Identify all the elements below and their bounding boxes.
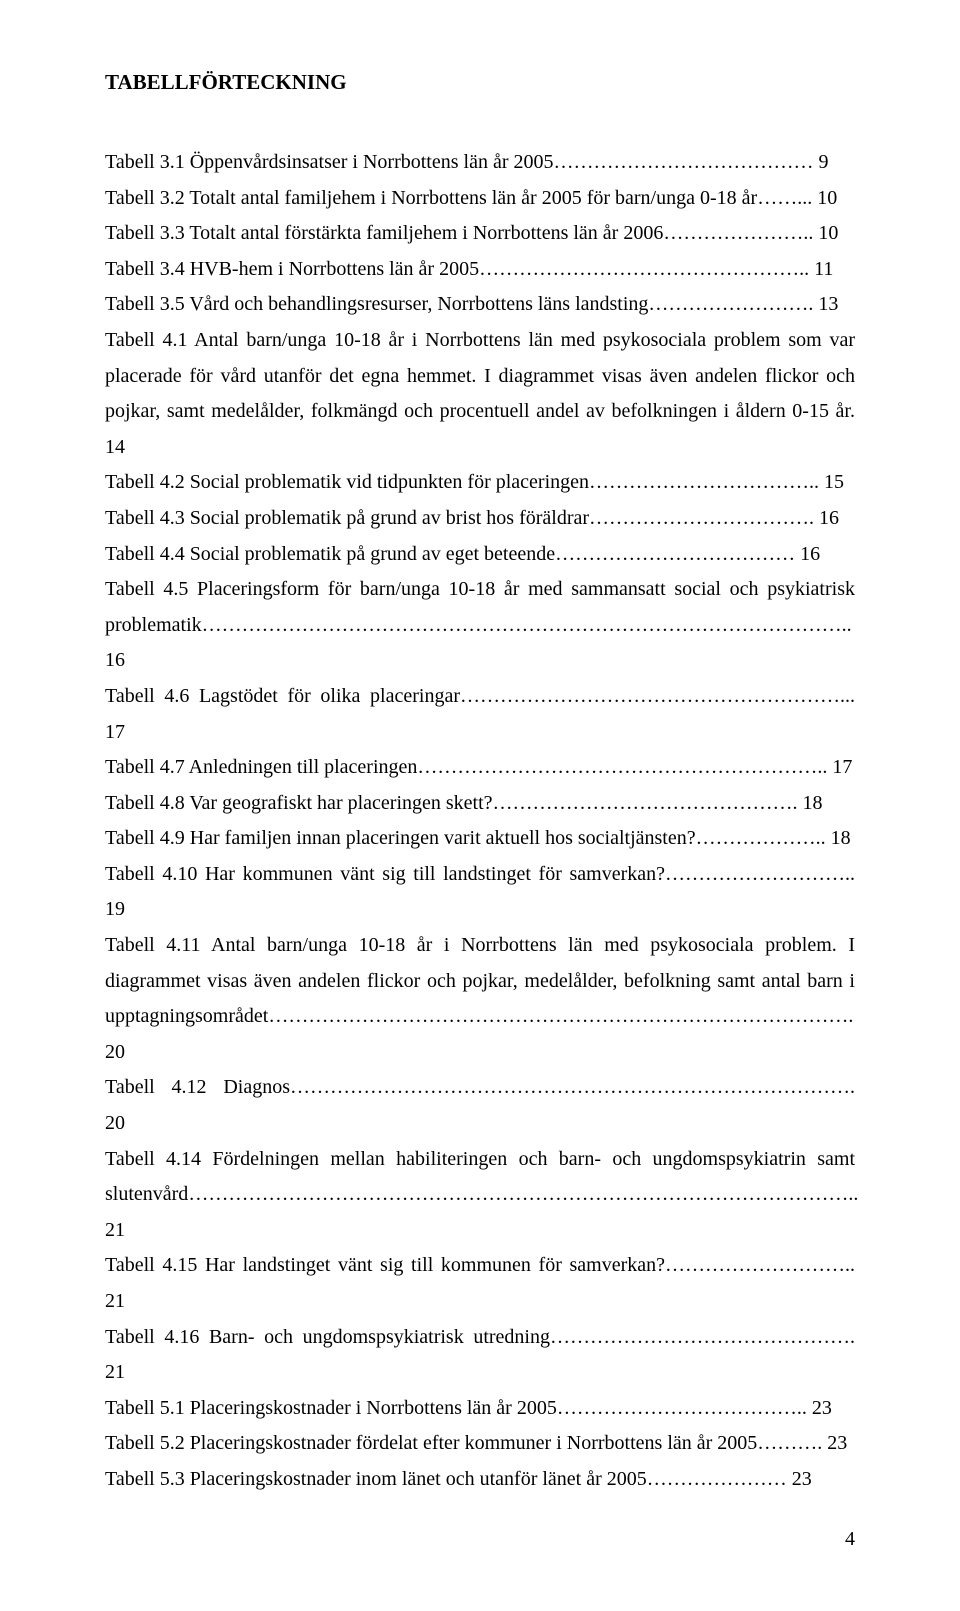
toc-entry-leader: ………………………………………. bbox=[550, 1326, 855, 1348]
toc-entry: Tabell 4.12 Diagnos………………………………………………………… bbox=[105, 1070, 855, 1141]
toc-entry: Tabell 4.11 Antal barn/unga 10-18 år i N… bbox=[105, 928, 855, 1070]
toc-entry-leader: ……………………………………………………………………………………….. bbox=[188, 1183, 858, 1205]
toc-entry-label: Tabell 5.1 Placeringskostnader i Norrbot… bbox=[105, 1397, 557, 1419]
toc-entry-label: Tabell 4.9 Har familjen innan placeringe… bbox=[105, 827, 696, 849]
toc-entry-leader: ……………………….. bbox=[665, 1254, 855, 1276]
toc-entry-leader: ……………….. bbox=[696, 827, 826, 849]
toc-entry: Tabell 5.1 Placeringskostnader i Norrbot… bbox=[105, 1391, 855, 1427]
document-page: TABELLFÖRTECKNING Tabell 3.1 Öppenvårdsi… bbox=[0, 0, 960, 1611]
toc-entry-leader: …………………………………………………………………………………….. bbox=[202, 614, 852, 636]
toc-entry-page: 15 bbox=[824, 471, 844, 493]
toc-entry-label: Tabell 5.2 Placeringskostnader fördelat … bbox=[105, 1432, 757, 1454]
toc-entry: Tabell 4.7 Anledningen till placeringen…… bbox=[105, 750, 855, 786]
toc-entries: Tabell 3.1 Öppenvårdsinsatser i Norrbott… bbox=[105, 145, 855, 1498]
page-number: 4 bbox=[105, 1528, 855, 1551]
toc-entry-page: 23 bbox=[812, 1397, 832, 1419]
toc-entry-page: 10 bbox=[817, 187, 837, 209]
toc-entry-page: 18 bbox=[831, 827, 851, 849]
toc-entry-label: Tabell 3.3 Totalt antal förstärkta famil… bbox=[105, 222, 663, 244]
toc-entry: Tabell 3.1 Öppenvårdsinsatser i Norrbott… bbox=[105, 145, 855, 181]
toc-entry-label: Tabell 4.12 Diagnos bbox=[105, 1076, 290, 1098]
toc-entry-label: Tabell 3.2 Totalt antal familjehem i Nor… bbox=[105, 187, 757, 209]
toc-entry-leader: ……………………………………………………………………………. bbox=[268, 1005, 853, 1027]
toc-entry: Tabell 4.8 Var geografiskt har placering… bbox=[105, 786, 855, 822]
toc-entry-page: 21 bbox=[105, 1290, 125, 1312]
toc-title: TABELLFÖRTECKNING bbox=[105, 70, 855, 95]
toc-entry-leader: ………………………………… bbox=[554, 151, 814, 173]
toc-entry-label: Tabell 4.2 Social problematik vid tidpun… bbox=[105, 471, 589, 493]
toc-entry: Tabell 3.5 Vård och behandlingsresurser,… bbox=[105, 287, 855, 323]
toc-entry-page: 14 bbox=[105, 436, 125, 458]
toc-entry-page: 23 bbox=[792, 1468, 812, 1490]
toc-entry-leader: …………………………………………………………………………. bbox=[290, 1076, 855, 1098]
toc-entry-page: 18 bbox=[803, 792, 823, 814]
toc-entry-page: 10 bbox=[818, 222, 838, 244]
toc-entry-leader: ………………………………………….. bbox=[479, 258, 809, 280]
toc-entry-label: Tabell 3.1 Öppenvårdsinsatser i Norrbott… bbox=[105, 151, 554, 173]
toc-entry-page: 17 bbox=[105, 721, 125, 743]
toc-entry-leader: ……………………….. bbox=[665, 863, 855, 885]
toc-entry: Tabell 4.1 Antal barn/unga 10-18 år i No… bbox=[105, 323, 855, 465]
toc-entry-page: 16 bbox=[105, 649, 125, 671]
toc-entry-page: 20 bbox=[105, 1041, 125, 1063]
toc-entry-label: Tabell 4.6 Lagstödet för olika placering… bbox=[105, 685, 460, 707]
toc-entry-label: Tabell 4.10 Har kommunen vänt sig till l… bbox=[105, 863, 665, 885]
toc-entry-leader: ………………….. bbox=[663, 222, 813, 244]
toc-entry-page: 20 bbox=[105, 1112, 125, 1134]
toc-entry: Tabell 3.4 HVB-hem i Norrbottens län år … bbox=[105, 252, 855, 288]
toc-entry-page: 23 bbox=[827, 1432, 847, 1454]
toc-entry: Tabell 5.3 Placeringskostnader inom läne… bbox=[105, 1462, 855, 1498]
toc-entry-page: 17 bbox=[832, 756, 852, 778]
toc-entry: Tabell 4.4 Social problematik på grund a… bbox=[105, 537, 855, 573]
toc-entry-label: Tabell 4.4 Social problematik på grund a… bbox=[105, 543, 555, 565]
toc-entry: Tabell 4.9 Har familjen innan placeringe… bbox=[105, 821, 855, 857]
toc-entry-page: 16 bbox=[800, 543, 820, 565]
toc-entry-label: Tabell 3.4 HVB-hem i Norrbottens län år … bbox=[105, 258, 479, 280]
toc-entry-page: 9 bbox=[819, 151, 829, 173]
toc-entry-leader: …………………………………………………….. bbox=[417, 756, 827, 778]
toc-entry: Tabell 4.16 Barn- och ungdomspsykiatrisk… bbox=[105, 1320, 855, 1391]
toc-entry: Tabell 4.5 Placeringsform för barn/unga … bbox=[105, 572, 855, 679]
toc-entry-label: Tabell 3.5 Vård och behandlingsresurser,… bbox=[105, 293, 648, 315]
toc-entry-label: Tabell 4.7 Anledningen till placeringen bbox=[105, 756, 417, 778]
toc-entry-page: 19 bbox=[105, 898, 125, 920]
toc-entry-leader: ……………………. bbox=[648, 293, 813, 315]
toc-entry: Tabell 5.2 Placeringskostnader fördelat … bbox=[105, 1426, 855, 1462]
toc-entry-page: 16 bbox=[819, 507, 839, 529]
toc-entry-leader: …………………………………………………... bbox=[460, 685, 855, 707]
toc-entry-leader: ……………………………….. bbox=[557, 1397, 807, 1419]
toc-entry: Tabell 4.2 Social problematik vid tidpun… bbox=[105, 465, 855, 501]
toc-entry-page: 11 bbox=[814, 258, 833, 280]
toc-entry: Tabell 4.15 Har landstinget vänt sig til… bbox=[105, 1248, 855, 1319]
toc-entry-label: Tabell 4.3 Social problematik på grund a… bbox=[105, 507, 589, 529]
toc-entry: Tabell 4.3 Social problematik på grund a… bbox=[105, 501, 855, 537]
toc-entry-label: Tabell 4.1 Antal barn/unga 10-18 år i No… bbox=[105, 329, 855, 422]
toc-entry-label: Tabell 4.16 Barn- och ungdomspsykiatrisk… bbox=[105, 1326, 550, 1348]
toc-entry-label: Tabell 4.15 Har landstinget vänt sig til… bbox=[105, 1254, 665, 1276]
toc-entry: Tabell 4.10 Har kommunen vänt sig till l… bbox=[105, 857, 855, 928]
toc-entry: Tabell 3.3 Totalt antal förstärkta famil… bbox=[105, 216, 855, 252]
toc-entry-leader: ……………………………. bbox=[589, 507, 814, 529]
toc-entry-page: 21 bbox=[105, 1361, 125, 1383]
toc-entry-leader: ………………… bbox=[647, 1468, 787, 1490]
toc-entry: Tabell 3.2 Totalt antal familjehem i Nor… bbox=[105, 181, 855, 217]
toc-entry: Tabell 4.6 Lagstödet för olika placering… bbox=[105, 679, 855, 750]
toc-entry-leader: ………………………………………. bbox=[493, 792, 798, 814]
toc-entry-leader: …………………………….. bbox=[589, 471, 819, 493]
toc-entry-leader: ……... bbox=[757, 187, 812, 209]
toc-entry-page: 21 bbox=[105, 1219, 125, 1241]
toc-entry: Tabell 4.14 Fördelningen mellan habilite… bbox=[105, 1142, 855, 1249]
toc-entry-leader: ……………………………… bbox=[555, 543, 795, 565]
toc-entry-page: 13 bbox=[818, 293, 838, 315]
toc-entry-label: Tabell 5.3 Placeringskostnader inom läne… bbox=[105, 1468, 647, 1490]
toc-entry-leader: ………. bbox=[757, 1432, 822, 1454]
toc-entry-label: Tabell 4.8 Var geografiskt har placering… bbox=[105, 792, 493, 814]
